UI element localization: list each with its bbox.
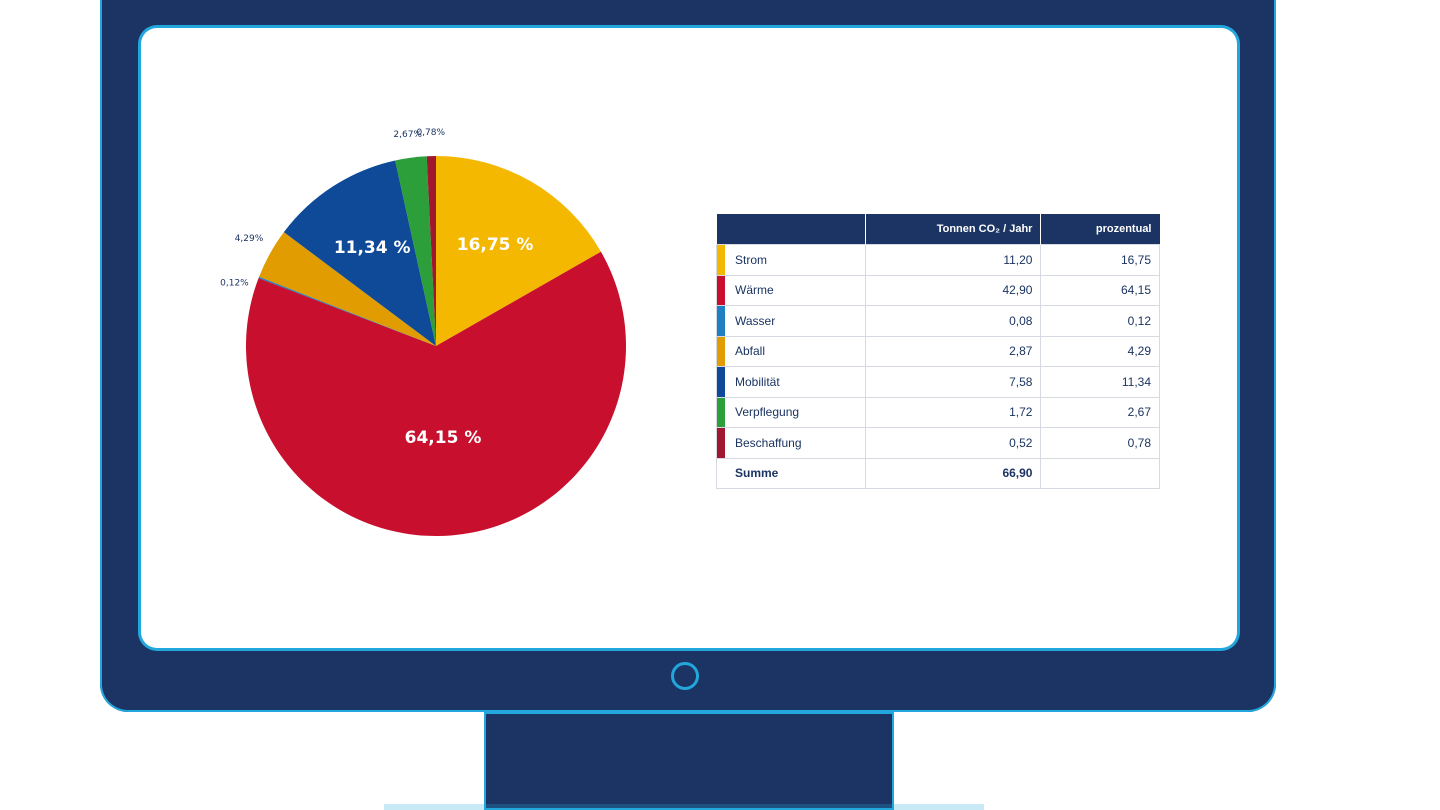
row-percent: 0,78 (1040, 427, 1160, 459)
pie-slice-mobilität (283, 160, 436, 346)
pie-label-wärme: 64,15 % (405, 428, 482, 448)
pie-slice-strom (436, 156, 601, 346)
color-swatch (717, 306, 725, 336)
pie-label-strom: 16,75 % (457, 235, 534, 255)
pie-slice-wasser (258, 276, 436, 346)
row-label: Verpflegung (735, 405, 800, 420)
monitor-stand (484, 712, 894, 810)
row-percent: 11,34 (1040, 366, 1160, 398)
row-label: Beschaffung (735, 435, 802, 450)
table-row: Wärme 42,90 64,15 (716, 274, 1160, 306)
row-tonnes: 0,08 (864, 305, 1042, 337)
pie-slice-beschaffung (426, 156, 436, 346)
row-tonnes: 2,87 (864, 335, 1042, 367)
row-tonnes: 7,58 (864, 366, 1042, 398)
color-swatch (717, 428, 725, 458)
row-percent: 16,75 (1040, 244, 1160, 276)
table-row: Wasser 0,08 0,12 (716, 305, 1160, 337)
row-label: Strom (735, 252, 768, 267)
table-row: Verpflegung 1,72 2,67 (716, 396, 1160, 428)
total-tonnes: 66,90 (864, 457, 1042, 489)
row-tonnes: 0,52 (864, 427, 1042, 459)
row-percent: 4,29 (1040, 335, 1160, 367)
row-tonnes: 1,72 (864, 396, 1042, 428)
emissions-table: Tonnen CO₂ / Jahr prozentual Strom 11,20… (716, 214, 1160, 489)
color-swatch (717, 367, 725, 397)
row-label: Wärme (735, 283, 774, 298)
table-header-percent: prozentual (1040, 214, 1160, 245)
color-swatch (717, 245, 725, 275)
total-percent (1040, 457, 1160, 489)
color-swatch (717, 336, 725, 366)
row-percent: 2,67 (1040, 396, 1160, 428)
pie-label-abfall: 4,29% (235, 234, 264, 244)
row-label: Abfall (735, 344, 766, 359)
table-header-row: Tonnen CO₂ / Jahr prozentual (716, 214, 1160, 245)
row-label: Mobilität (735, 374, 780, 389)
row-percent: 64,15 (1040, 274, 1160, 306)
row-tonnes: 11,20 (864, 244, 1042, 276)
pie-label-verpflegung: 2,67% (393, 130, 422, 140)
table-row: Strom 11,20 16,75 (716, 244, 1160, 276)
total-label: Summe (716, 457, 866, 489)
table-header-tonnes: Tonnen CO₂ / Jahr (865, 214, 1042, 245)
table-row: Abfall 2,87 4,29 (716, 335, 1160, 367)
color-swatch (717, 275, 725, 305)
pie-slice-verpflegung (395, 156, 436, 346)
pie-label-mobilität: 11,34 % (334, 238, 411, 258)
table-row: Beschaffung 0,52 0,78 (716, 427, 1160, 459)
table-row: Mobilität 7,58 11,34 (716, 366, 1160, 398)
row-percent: 0,12 (1040, 305, 1160, 337)
pie-label-wasser: 0,12% (220, 279, 249, 289)
pie-slice-wärme (246, 251, 626, 537)
row-tonnes: 42,90 (864, 274, 1042, 306)
table-header-category (716, 214, 866, 245)
pie-label-beschaffung: 0,78% (416, 128, 445, 138)
table-total-row: Summe 66,90 (716, 457, 1160, 489)
pie-slice-abfall (259, 232, 436, 346)
monitor-stand-base (384, 804, 984, 810)
power-button-icon (671, 662, 699, 690)
row-label: Wasser (735, 313, 776, 328)
color-swatch (717, 397, 725, 427)
